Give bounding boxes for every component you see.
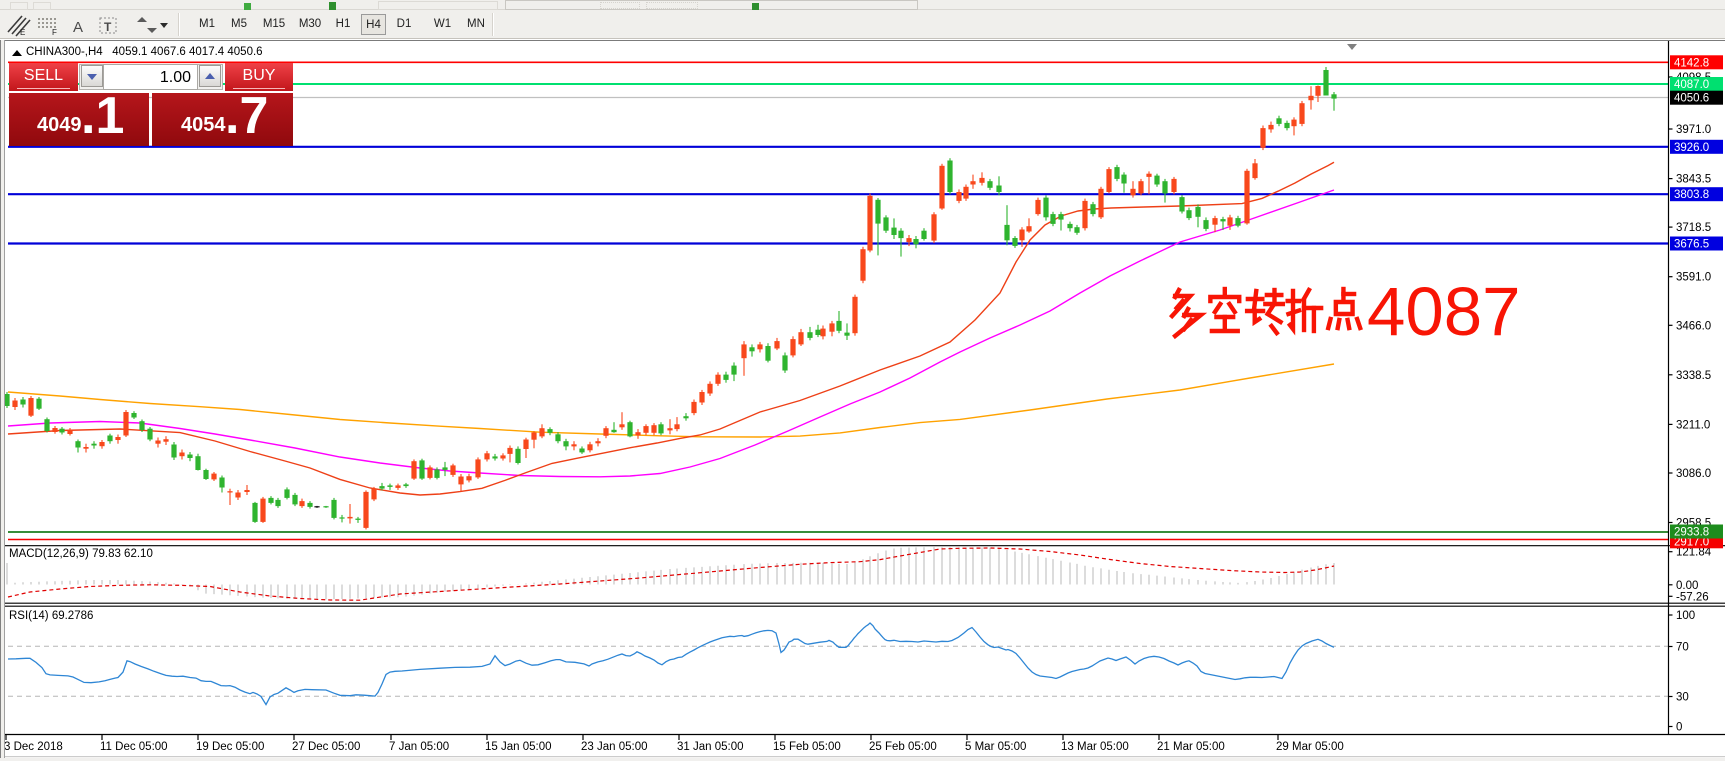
svg-text:3 Dec 2018: 3 Dec 2018 (4, 741, 63, 753)
svg-text:3843.5: 3843.5 (1676, 174, 1711, 186)
svg-text:29 Mar 05:00: 29 Mar 05:00 (1276, 741, 1344, 753)
svg-text:4087.0: 4087.0 (1674, 79, 1709, 91)
svg-text:3211.0: 3211.0 (1676, 419, 1710, 431)
svg-text:15 Jan 05:00: 15 Jan 05:00 (485, 741, 552, 753)
svg-text:3338.5: 3338.5 (1676, 370, 1711, 382)
svg-text:0: 0 (1676, 722, 1682, 734)
svg-text:4142.8: 4142.8 (1674, 57, 1709, 69)
svg-text:23 Jan 05:00: 23 Jan 05:00 (581, 741, 648, 753)
svg-text:RSI(14) 69.2786: RSI(14) 69.2786 (9, 610, 93, 622)
svg-text:E: E (20, 28, 25, 37)
svg-text:2933.8: 2933.8 (1674, 527, 1709, 539)
svg-text:2917.0: 2917.0 (1674, 536, 1709, 548)
svg-text:3591.0: 3591.0 (1676, 272, 1711, 284)
svg-text:5 Mar 05:00: 5 Mar 05:00 (965, 741, 1026, 753)
svg-text:3971.0: 3971.0 (1676, 124, 1711, 136)
svg-text:3676.5: 3676.5 (1674, 239, 1709, 251)
svg-text:4050.6: 4050.6 (1674, 93, 1709, 105)
svg-text:21 Mar 05:00: 21 Mar 05:00 (1157, 741, 1225, 753)
svg-text:7 Jan 05:00: 7 Jan 05:00 (389, 741, 449, 753)
svg-text:31 Jan 05:00: 31 Jan 05:00 (677, 741, 744, 753)
svg-text:121.84: 121.84 (1676, 547, 1712, 559)
svg-text:11 Dec 05:00: 11 Dec 05:00 (100, 741, 168, 753)
svg-text:A: A (73, 19, 83, 36)
svg-text:3086.0: 3086.0 (1676, 468, 1711, 480)
svg-text:0.00: 0.00 (1676, 580, 1698, 592)
svg-text:25 Feb 05:00: 25 Feb 05:00 (869, 741, 937, 753)
svg-text:13 Mar 05:00: 13 Mar 05:00 (1061, 741, 1129, 753)
svg-text:T: T (104, 20, 112, 34)
svg-text:4087: 4087 (1367, 273, 1521, 350)
svg-text:MACD(12,26,9) 79.83 62.10: MACD(12,26,9) 79.83 62.10 (9, 548, 153, 560)
svg-text:15 Feb 05:00: 15 Feb 05:00 (773, 741, 841, 753)
svg-text:3926.0: 3926.0 (1674, 142, 1709, 154)
svg-text:3466.0: 3466.0 (1676, 320, 1711, 332)
svg-text:27 Dec 05:00: 27 Dec 05:00 (292, 741, 360, 753)
svg-text:30: 30 (1676, 692, 1689, 704)
svg-text:-57.26: -57.26 (1676, 591, 1709, 603)
svg-text:3803.8: 3803.8 (1674, 189, 1709, 201)
svg-text:F: F (52, 28, 57, 37)
svg-text:3718.5: 3718.5 (1676, 222, 1711, 234)
svg-text:100: 100 (1676, 610, 1695, 622)
svg-text:70: 70 (1676, 642, 1689, 654)
svg-text:19 Dec 05:00: 19 Dec 05:00 (196, 741, 264, 753)
